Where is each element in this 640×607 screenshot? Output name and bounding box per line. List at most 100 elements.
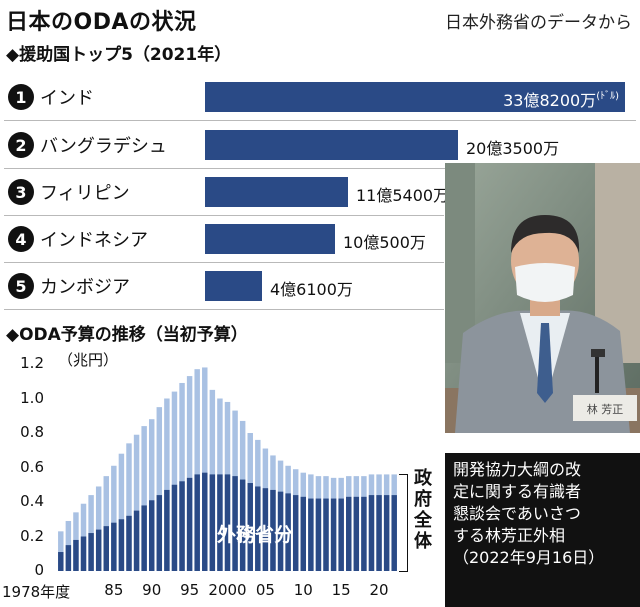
total-budget-bar xyxy=(171,391,178,571)
row-divider xyxy=(4,309,444,310)
x-tick-label: 15 xyxy=(331,581,351,599)
rank-badge: 2 xyxy=(8,132,34,158)
row-divider xyxy=(4,215,444,216)
mofa-budget-bar xyxy=(285,493,291,572)
mofa-budget-bar xyxy=(88,533,94,571)
x-tick-label: 95 xyxy=(180,581,200,599)
mofa-budget-bar xyxy=(224,474,231,571)
x-tick-label: 2000 xyxy=(208,581,247,599)
total-label-char: 体 xyxy=(414,531,432,552)
total-budget-bar xyxy=(179,382,185,571)
y-tick-label: 0.4 xyxy=(20,492,44,510)
mofa-budget-bar xyxy=(255,486,261,571)
mofa-budget-bar xyxy=(103,526,109,571)
x-tick-label: 10 xyxy=(293,581,313,599)
mofa-budget-bar xyxy=(346,496,352,571)
mofa-budget-bar xyxy=(391,495,397,571)
country-label: フィリピン xyxy=(40,183,130,204)
budget-section-heading: ◆ODA予算の推移（当初予算） xyxy=(6,325,248,345)
bar-value-label: 4億6100万 xyxy=(270,280,353,299)
y-tick-label: 0.2 xyxy=(20,526,44,545)
total-budget-bar xyxy=(95,486,102,571)
aid-section-heading: ◆援助国トップ5（2021年） xyxy=(6,45,232,65)
total-budget-bar xyxy=(133,434,140,571)
total-budget-bar xyxy=(103,476,109,572)
mofa-budget-bar xyxy=(217,474,223,571)
total-label-char: 政 xyxy=(414,468,432,489)
total-budget-bar xyxy=(156,407,163,572)
mofa-budget-bar xyxy=(209,474,216,571)
mofa-budget-bar xyxy=(292,495,299,571)
x-tick-label: 85 xyxy=(104,581,124,599)
bar-value-label: 10億500万 xyxy=(343,233,426,252)
mofa-budget-bar xyxy=(383,495,390,571)
mofa-budget-bar xyxy=(300,496,307,571)
mofa-budget-bar xyxy=(353,496,360,571)
mofa-budget-bar xyxy=(80,536,87,571)
mofa-budget-bar xyxy=(202,472,208,571)
rank-badge: 4 xyxy=(8,226,34,252)
mofa-budget-bar xyxy=(95,529,102,571)
mofa-budget-bar xyxy=(232,476,238,572)
total-label-char: 全 xyxy=(414,510,432,531)
caption-line: （2022年9月16日） xyxy=(453,548,605,567)
total-budget-bar xyxy=(118,453,125,571)
mofa-budget-bar xyxy=(118,519,125,571)
x-tick-label: 20 xyxy=(369,581,389,599)
aid-bar xyxy=(205,177,348,207)
aid-bar xyxy=(205,271,262,301)
mofa-budget-bar xyxy=(186,477,193,571)
mofa-budget-bar xyxy=(111,522,117,571)
mofa-budget-bar xyxy=(376,495,382,571)
mofa-budget-bar xyxy=(164,489,170,571)
row-divider xyxy=(4,168,636,169)
total-bracket xyxy=(399,474,408,572)
source-note: 日本外務省のデータから xyxy=(445,13,632,33)
mofa-budget-bar xyxy=(171,484,178,571)
total-budget-bar xyxy=(194,369,200,571)
total-budget-bar xyxy=(202,367,208,571)
mofa-budget-bar xyxy=(58,552,64,571)
mofa-budget-bar xyxy=(126,515,132,571)
country-label: インド xyxy=(40,88,94,109)
total-label-char: 府 xyxy=(414,489,432,510)
y-tick-label: 1.2 xyxy=(20,354,44,372)
y-tick-label: 1.0 xyxy=(20,388,44,407)
press-photo: 林 芳正 xyxy=(445,163,640,433)
aid-bar xyxy=(205,224,335,254)
bar-value-label: 33億8200万(ﾄﾞﾙ) xyxy=(503,91,619,110)
series-label-mofa: 外務省分 xyxy=(217,524,294,546)
mofa-budget-bar xyxy=(308,498,314,571)
mofa-budget-bar xyxy=(277,491,284,571)
row-divider xyxy=(4,120,636,121)
y-tick-label: 0.8 xyxy=(20,423,44,441)
total-budget-bar xyxy=(58,531,64,571)
total-budget-bar xyxy=(111,465,117,571)
rank-badge: 3 xyxy=(8,179,34,205)
y-tick-label: 0 xyxy=(34,561,44,579)
country-label: インドネシア xyxy=(40,230,148,251)
mofa-budget-bar xyxy=(368,495,375,571)
mofa-budget-bar xyxy=(133,510,140,572)
bar-value-label: 11億5400万 xyxy=(356,186,450,205)
rank-badge: 1 xyxy=(8,84,34,110)
row-divider xyxy=(4,262,444,263)
mofa-budget-bar xyxy=(270,489,276,571)
x-tick-label: 1978年度 xyxy=(2,583,71,601)
y-tick-label: 0.6 xyxy=(20,457,44,476)
mofa-budget-bar xyxy=(315,498,322,571)
x-tick-label: 05 xyxy=(255,581,275,599)
total-budget-bar xyxy=(126,443,132,571)
total-budget-bar xyxy=(164,398,170,571)
country-label: バングラデシュ xyxy=(40,136,167,157)
total-budget-bar xyxy=(148,419,155,571)
mofa-budget-bar xyxy=(330,498,337,571)
mofa-budget-bar xyxy=(247,483,253,571)
country-label: カンボジア xyxy=(40,277,130,298)
aid-bar xyxy=(205,82,625,112)
mofa-budget-bar xyxy=(73,539,79,571)
mofa-budget-bar xyxy=(141,505,147,571)
y-axis-title: （兆円） xyxy=(58,351,119,369)
caption-line: 開発協力大綱の改 xyxy=(453,460,582,479)
